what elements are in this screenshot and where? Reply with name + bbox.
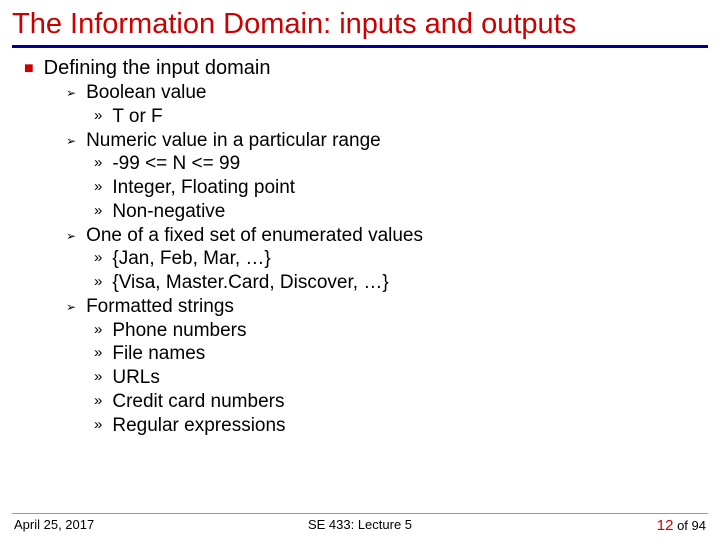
bullet-level3: » URLs bbox=[94, 366, 720, 390]
bullet-level2: ➢ Numeric value in a particular range bbox=[66, 129, 720, 153]
level3-text: Credit card numbers bbox=[112, 390, 284, 414]
bullet-level3: » Regular expressions bbox=[94, 414, 720, 438]
footer-course: SE 433: Lecture 5 bbox=[308, 517, 412, 532]
bullet-level3: » T or F bbox=[94, 105, 720, 129]
slide-content: ■ Defining the input domain ➢ Boolean va… bbox=[0, 56, 720, 437]
level3-text: {Jan, Feb, Mar, …} bbox=[112, 247, 270, 271]
page-total: of 94 bbox=[677, 518, 706, 533]
level3-text: T or F bbox=[112, 105, 162, 129]
level2-text: Boolean value bbox=[86, 81, 206, 105]
bullet-level2: ➢ Boolean value bbox=[66, 81, 720, 105]
raquo-bullet-icon: » bbox=[94, 273, 102, 292]
arrow-bullet-icon: ➢ bbox=[66, 134, 76, 149]
raquo-bullet-icon: » bbox=[94, 202, 102, 221]
bullet-level2: ➢ Formatted strings bbox=[66, 295, 720, 319]
bullet-level1: ■ Defining the input domain bbox=[24, 56, 720, 81]
bullet-level2: ➢ One of a fixed set of enumerated value… bbox=[66, 224, 720, 248]
slide: The Information Domain: inputs and outpu… bbox=[0, 0, 720, 540]
slide-footer: April 25, 2017 SE 433: Lecture 5 12 of 9… bbox=[0, 513, 720, 534]
slide-title: The Information Domain: inputs and outpu… bbox=[0, 0, 720, 45]
bullet-level3: » {Visa, Master.Card, Discover, …} bbox=[94, 271, 720, 295]
bullet-level3: » Integer, Floating point bbox=[94, 176, 720, 200]
footer-page: 12 of 94 bbox=[657, 517, 706, 534]
raquo-bullet-icon: » bbox=[94, 178, 102, 197]
footer-divider bbox=[12, 513, 708, 514]
bullet-level3: » File names bbox=[94, 342, 720, 366]
level3-text: {Visa, Master.Card, Discover, …} bbox=[112, 271, 388, 295]
arrow-bullet-icon: ➢ bbox=[66, 229, 76, 244]
bullet-level3: » Non-negative bbox=[94, 200, 720, 224]
raquo-bullet-icon: » bbox=[94, 154, 102, 173]
level3-text: -99 <= N <= 99 bbox=[112, 152, 240, 176]
raquo-bullet-icon: » bbox=[94, 416, 102, 435]
raquo-bullet-icon: » bbox=[94, 344, 102, 363]
raquo-bullet-icon: » bbox=[94, 321, 102, 340]
raquo-bullet-icon: » bbox=[94, 107, 102, 126]
bullet-level3: » Credit card numbers bbox=[94, 390, 720, 414]
title-underline bbox=[12, 45, 708, 48]
bullet-level3: » -99 <= N <= 99 bbox=[94, 152, 720, 176]
level1-text: Defining the input domain bbox=[44, 56, 271, 81]
level3-text: File names bbox=[112, 342, 205, 366]
level3-text: Non-negative bbox=[112, 200, 225, 224]
level3-text: Phone numbers bbox=[112, 319, 246, 343]
bullet-level3: » Phone numbers bbox=[94, 319, 720, 343]
arrow-bullet-icon: ➢ bbox=[66, 300, 76, 315]
footer-row: April 25, 2017 SE 433: Lecture 5 12 of 9… bbox=[0, 517, 720, 534]
footer-date: April 25, 2017 bbox=[14, 517, 94, 534]
square-bullet-icon: ■ bbox=[24, 59, 34, 79]
raquo-bullet-icon: » bbox=[94, 368, 102, 387]
level3-text: Regular expressions bbox=[112, 414, 285, 438]
level2-text: Formatted strings bbox=[86, 295, 234, 319]
arrow-bullet-icon: ➢ bbox=[66, 86, 76, 101]
level3-text: Integer, Floating point bbox=[112, 176, 295, 200]
raquo-bullet-icon: » bbox=[94, 392, 102, 411]
level2-text: One of a fixed set of enumerated values bbox=[86, 224, 423, 248]
level2-text: Numeric value in a particular range bbox=[86, 129, 381, 153]
page-current: 12 bbox=[657, 517, 674, 534]
bullet-level3: » {Jan, Feb, Mar, …} bbox=[94, 247, 720, 271]
raquo-bullet-icon: » bbox=[94, 249, 102, 268]
level3-text: URLs bbox=[112, 366, 160, 390]
